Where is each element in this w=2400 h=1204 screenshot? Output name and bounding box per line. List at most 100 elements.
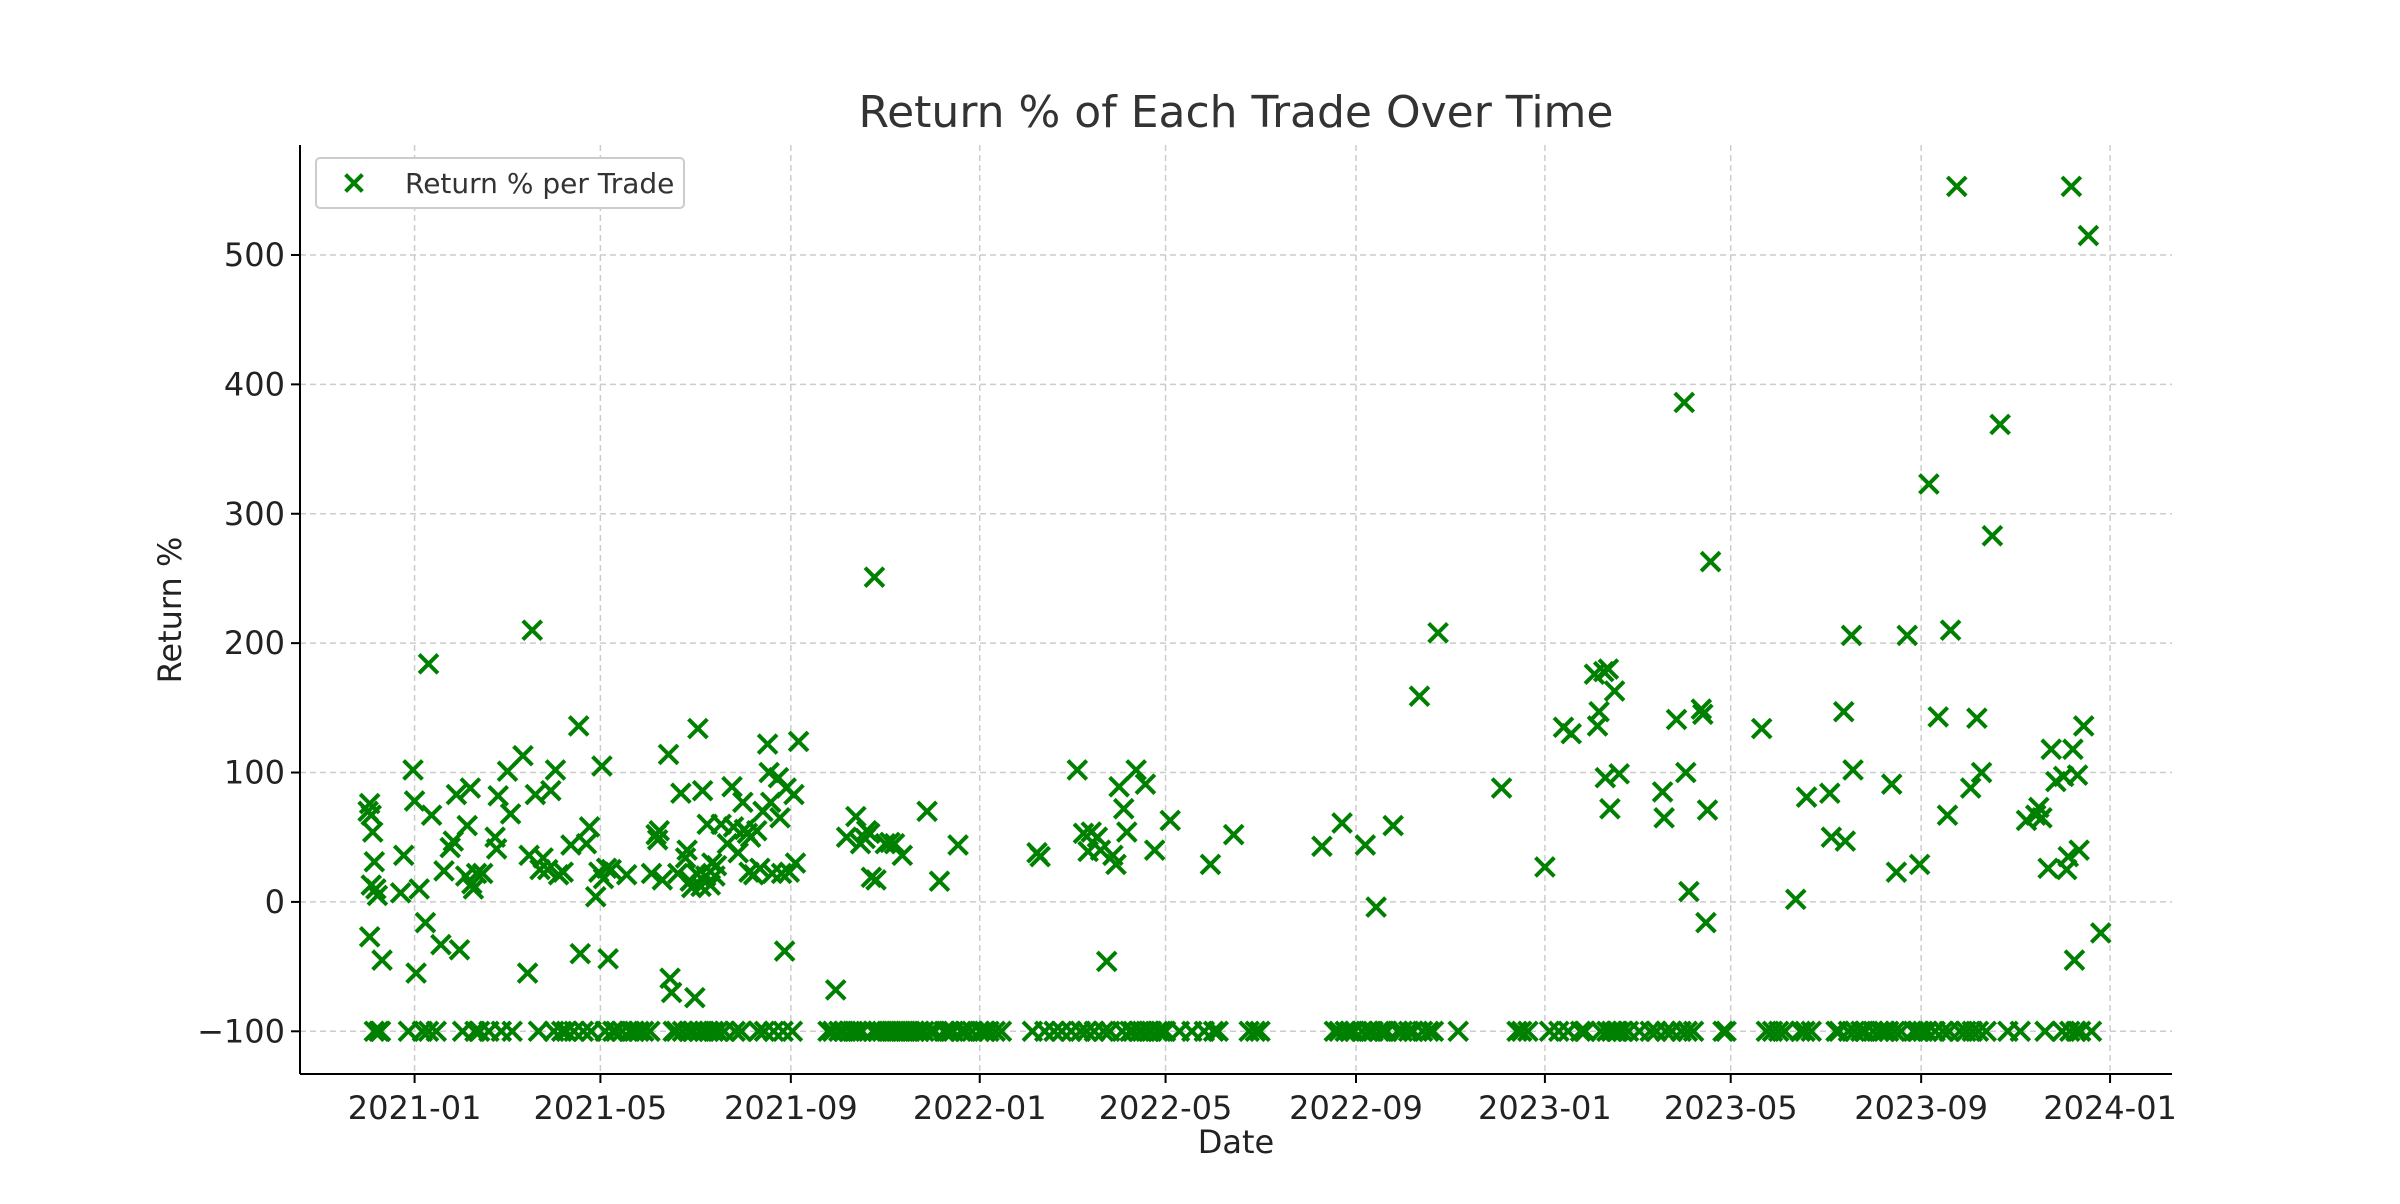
data-point [402, 759, 424, 781]
data-point [578, 816, 601, 838]
data-point [1692, 703, 1714, 726]
data-point [552, 861, 575, 883]
x-axis-label: Date [1198, 1123, 1274, 1161]
data-point [835, 826, 858, 849]
data-point [516, 962, 539, 984]
data-point [496, 760, 519, 783]
data-point [414, 911, 437, 934]
data-point [1069, 1020, 1092, 1043]
data-point [567, 715, 590, 737]
data-point [863, 566, 886, 588]
data-point [527, 1020, 550, 1043]
y-tick-label: 500 [224, 236, 285, 274]
data-point [411, 1020, 434, 1043]
data-point [569, 942, 592, 965]
data-point [2065, 1020, 2087, 1043]
data-point [560, 834, 582, 856]
axes [299, 145, 2172, 1075]
data-point [1936, 804, 1959, 827]
data-point [747, 1020, 770, 1043]
data-point [1695, 911, 1717, 934]
data-point [1712, 1020, 1734, 1043]
data-point [730, 1020, 753, 1043]
data-point [1599, 797, 1621, 820]
data-point [1880, 773, 1903, 796]
data-point [1932, 1020, 1954, 1043]
data-point [1970, 761, 1993, 784]
data-point [572, 1020, 595, 1043]
x-tick-label: 2022-05 [1099, 1089, 1233, 1127]
data-point [1885, 861, 1908, 883]
data-point [1343, 1020, 1366, 1043]
data-point [1608, 762, 1631, 785]
data-point [1975, 1020, 1998, 1043]
data-point [389, 882, 412, 904]
data-point [1490, 777, 1513, 799]
data-point [485, 838, 508, 860]
data-point [2066, 764, 2089, 786]
data-point [445, 783, 468, 806]
data-point [465, 862, 488, 885]
data-point [575, 832, 598, 855]
data-point [1854, 1020, 1877, 1043]
data-point [1146, 1020, 1169, 1043]
data-point [464, 1020, 486, 1043]
data-point [1125, 759, 1147, 781]
data-point [1767, 1020, 1790, 1043]
data-point [1311, 835, 1333, 858]
data-point [371, 949, 393, 971]
y-tick-label: 300 [224, 495, 285, 533]
data-point [1207, 1020, 1230, 1043]
data-point [1908, 853, 1931, 876]
y-tick-label: 400 [224, 365, 285, 403]
data-point [1422, 1020, 1445, 1043]
data-point [501, 1020, 523, 1043]
y-tick-label: 200 [224, 624, 285, 662]
data-point [2080, 1020, 2103, 1043]
y-tick-label: 100 [224, 754, 285, 792]
data-point [1690, 698, 1713, 720]
x-tick-label: 2021-01 [348, 1089, 482, 1127]
data-point [1676, 1020, 1699, 1043]
data-point [1199, 853, 1222, 876]
data-point [584, 885, 607, 908]
data-point [1397, 1020, 1420, 1043]
data-point [1112, 797, 1135, 820]
data-point [1959, 777, 1982, 799]
chart-title: Return % of Each Trade Over Time [859, 87, 1614, 138]
data-point [2051, 1020, 2073, 1043]
data-point [1961, 1020, 1984, 1043]
data-point [846, 1020, 869, 1043]
y-axis-label: Return % [151, 537, 189, 684]
data-point [363, 1020, 386, 1043]
data-point [1150, 1020, 1172, 1043]
data-point [2037, 857, 2059, 880]
data-point [595, 857, 618, 880]
data-point [676, 839, 698, 861]
data-point [1447, 1020, 1470, 1043]
data-point [1408, 685, 1431, 708]
data-point [1939, 619, 1962, 642]
data-point [1603, 680, 1626, 702]
data-point [759, 791, 782, 814]
data-point [591, 755, 613, 777]
data-point [1945, 175, 1968, 198]
data-point [1794, 1020, 1816, 1043]
data-point [1569, 1020, 1592, 1043]
data-point [732, 791, 754, 814]
data-point [540, 779, 562, 802]
data-point [632, 1020, 655, 1043]
data-point [640, 862, 663, 885]
data-point [2089, 922, 2112, 944]
data-point [366, 884, 389, 907]
data-point [363, 850, 386, 873]
data-point [954, 1020, 977, 1043]
data-point [745, 819, 768, 842]
data-point [1574, 1020, 1596, 1043]
data-point [392, 844, 415, 867]
data-point [2034, 1020, 2056, 1043]
data-point [781, 1020, 804, 1043]
data-point [1784, 888, 1807, 911]
data-point [687, 717, 709, 740]
